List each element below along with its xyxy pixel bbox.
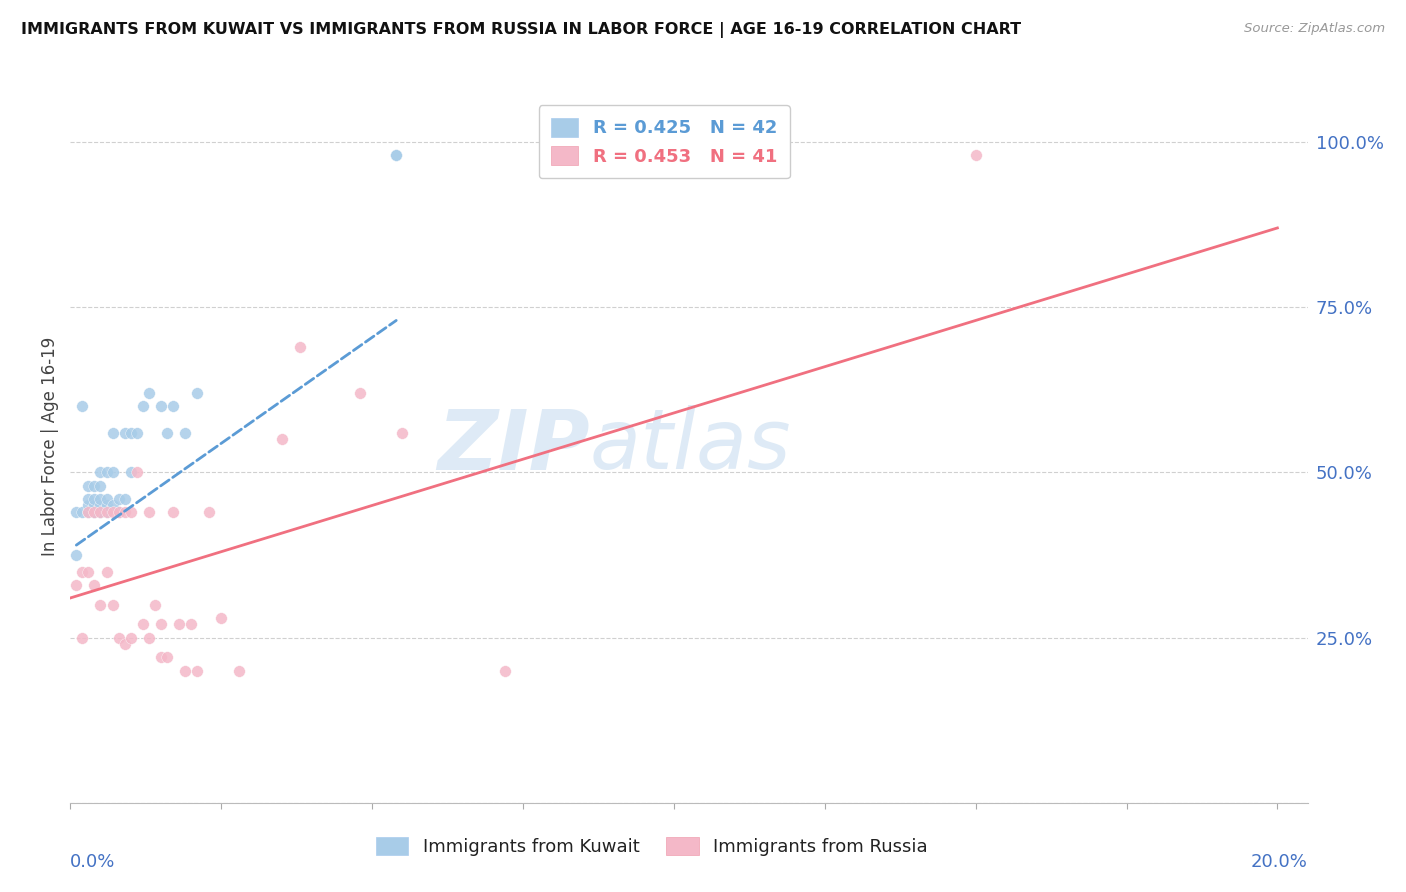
- Point: [72, 565, 94, 579]
- Point: [167, 617, 190, 632]
- Point: [77, 478, 100, 492]
- Point: [107, 631, 129, 645]
- Point: [96, 499, 118, 513]
- Point: [149, 400, 172, 414]
- Point: [288, 340, 311, 354]
- Text: 0.0%: 0.0%: [70, 853, 115, 871]
- Point: [89, 598, 111, 612]
- Point: [96, 491, 118, 506]
- Point: [96, 505, 118, 519]
- Point: [149, 650, 172, 665]
- Point: [132, 400, 155, 414]
- Y-axis label: In Labor Force | Age 16-19: In Labor Force | Age 16-19: [41, 336, 59, 556]
- Point: [107, 505, 129, 519]
- Point: [89, 505, 111, 519]
- Point: [125, 425, 148, 440]
- Point: [120, 631, 142, 645]
- Point: [385, 148, 408, 162]
- Point: [174, 425, 197, 440]
- Point: [149, 617, 172, 632]
- Point: [494, 664, 516, 678]
- Point: [138, 631, 160, 645]
- Point: [228, 664, 250, 678]
- Point: [83, 578, 105, 592]
- Point: [77, 505, 100, 519]
- Point: [114, 425, 136, 440]
- Point: [132, 617, 155, 632]
- Point: [138, 505, 160, 519]
- Point: [120, 425, 142, 440]
- Point: [120, 466, 142, 480]
- Point: [186, 386, 208, 401]
- Point: [391, 425, 413, 440]
- Point: [125, 466, 148, 480]
- Point: [72, 505, 94, 519]
- Point: [209, 611, 232, 625]
- Point: [101, 598, 124, 612]
- Point: [385, 148, 408, 162]
- Point: [101, 499, 124, 513]
- Text: 20.0%: 20.0%: [1251, 853, 1308, 871]
- Point: [156, 650, 179, 665]
- Point: [138, 386, 160, 401]
- Point: [162, 505, 184, 519]
- Point: [198, 505, 221, 519]
- Point: [65, 548, 87, 562]
- Point: [83, 478, 105, 492]
- Point: [77, 505, 100, 519]
- Point: [107, 505, 129, 519]
- Legend: Immigrants from Kuwait, Immigrants from Russia: Immigrants from Kuwait, Immigrants from …: [367, 828, 936, 865]
- Point: [83, 505, 105, 519]
- Text: atlas: atlas: [591, 406, 792, 486]
- Point: [96, 466, 118, 480]
- Point: [174, 664, 197, 678]
- Point: [83, 499, 105, 513]
- Point: [89, 505, 111, 519]
- Point: [77, 499, 100, 513]
- Point: [143, 598, 166, 612]
- Point: [114, 491, 136, 506]
- Point: [114, 637, 136, 651]
- Point: [72, 400, 94, 414]
- Point: [96, 565, 118, 579]
- Point: [77, 491, 100, 506]
- Point: [83, 491, 105, 506]
- Point: [349, 386, 371, 401]
- Point: [156, 425, 179, 440]
- Point: [270, 433, 292, 447]
- Text: Source: ZipAtlas.com: Source: ZipAtlas.com: [1244, 22, 1385, 36]
- Point: [101, 505, 124, 519]
- Point: [101, 425, 124, 440]
- Point: [89, 491, 111, 506]
- Point: [72, 631, 94, 645]
- Text: ZIP: ZIP: [437, 406, 591, 486]
- Point: [89, 505, 111, 519]
- Point: [107, 491, 129, 506]
- Point: [186, 664, 208, 678]
- Point: [83, 505, 105, 519]
- Point: [162, 400, 184, 414]
- Point: [96, 505, 118, 519]
- Point: [77, 565, 100, 579]
- Point: [65, 578, 87, 592]
- Point: [965, 148, 987, 162]
- Point: [120, 505, 142, 519]
- Point: [180, 617, 202, 632]
- Point: [89, 478, 111, 492]
- Point: [101, 466, 124, 480]
- Point: [89, 466, 111, 480]
- Point: [83, 505, 105, 519]
- Point: [114, 505, 136, 519]
- Point: [65, 505, 87, 519]
- Text: IMMIGRANTS FROM KUWAIT VS IMMIGRANTS FROM RUSSIA IN LABOR FORCE | AGE 16-19 CORR: IMMIGRANTS FROM KUWAIT VS IMMIGRANTS FRO…: [21, 22, 1021, 38]
- Point: [89, 499, 111, 513]
